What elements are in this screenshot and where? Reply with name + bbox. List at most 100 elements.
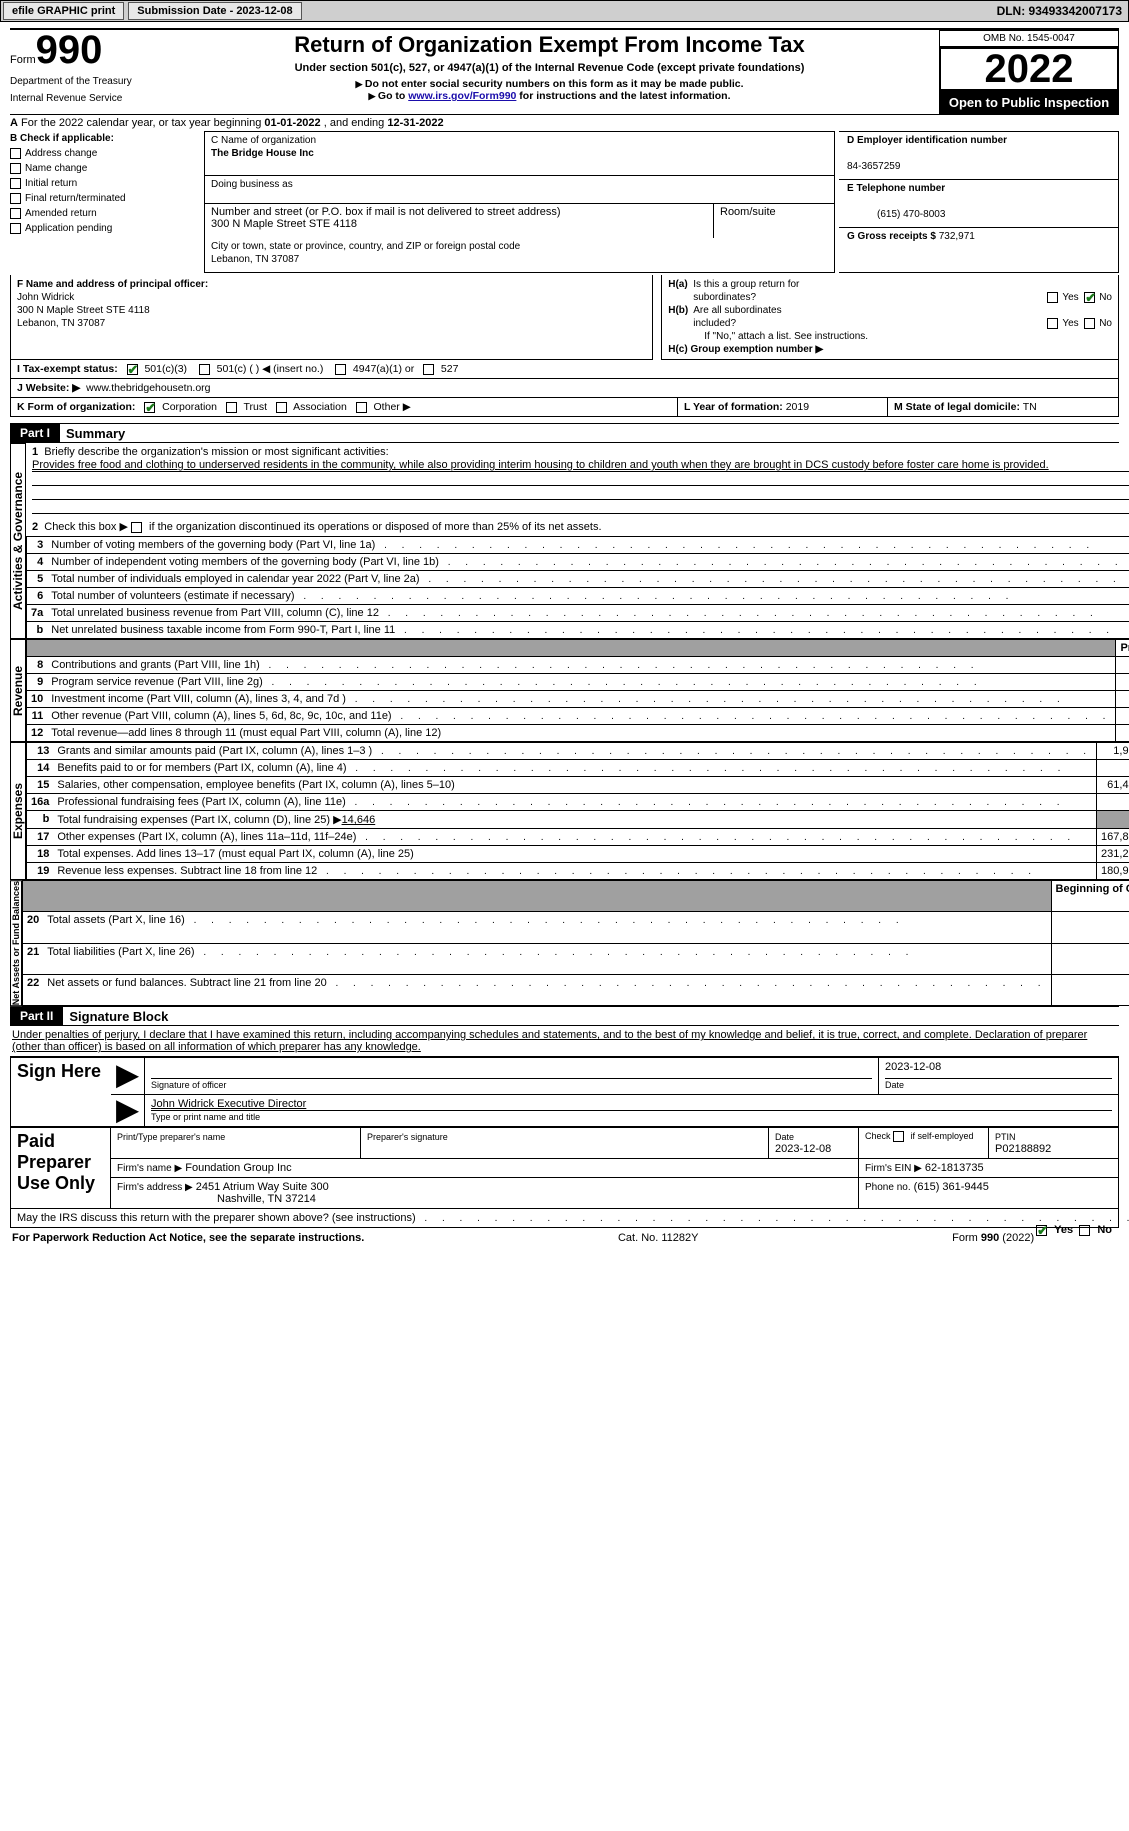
part1-header: Part I	[10, 424, 60, 442]
line1-num: 1	[32, 446, 38, 458]
line9-text: Program service revenue (Part VIII, line…	[47, 674, 1116, 691]
hdr-beginning: Beginning of Current Year	[1051, 881, 1129, 912]
cb-501c[interactable]	[199, 364, 210, 375]
firm-addr: 2451 Atrium Way Suite 300	[196, 1181, 329, 1193]
line16a-text: Professional fundraising fees (Part IX, …	[53, 794, 1096, 811]
section-f: F Name and address of principal officer:…	[10, 275, 653, 360]
subtitle-3: Go to www.irs.gov/Form990 for instructio…	[160, 90, 939, 102]
line18-text: Total expenses. Add lines 13–17 (must eq…	[53, 846, 1096, 863]
line8-prior: 412,120	[1116, 657, 1129, 674]
hb-no[interactable]	[1084, 318, 1095, 329]
submission-date-button[interactable]: Submission Date - 2023-12-08	[128, 2, 301, 20]
sig-date: 2023-12-08	[885, 1061, 1112, 1079]
ein-label: D Employer identification number	[847, 135, 1007, 146]
hc-label: H(c) Group exemption number ▶	[668, 344, 823, 355]
cb-other[interactable]	[356, 402, 367, 413]
hdr-prior-year: Prior Year	[1116, 640, 1129, 657]
part1-title: Summary	[60, 426, 125, 441]
officer-addr1: 300 N Maple Street STE 4118	[17, 305, 150, 316]
irs-link[interactable]: www.irs.gov/Form990	[408, 90, 516, 102]
cb-527[interactable]	[423, 364, 434, 375]
room-suite-label: Room/suite	[714, 204, 834, 238]
cb-corp[interactable]	[144, 402, 155, 413]
line3-text: Number of voting members of the governin…	[47, 537, 1129, 554]
form-word: Form	[10, 54, 36, 66]
line17-text: Other expenses (Part IX, column (A), lin…	[53, 829, 1096, 846]
form-number: 990	[36, 28, 103, 72]
omb-number: OMB No. 1545-0047	[939, 30, 1119, 47]
ha-yes[interactable]	[1047, 292, 1058, 303]
open-to-public: Open to Public Inspection	[939, 91, 1119, 114]
efile-button[interactable]: efile GRAPHIC print	[3, 2, 124, 20]
cb-501c3[interactable]	[127, 364, 138, 375]
line2: 2 Check this box ▶ if the organization d…	[26, 517, 1129, 536]
cb-final-return[interactable]: Final return/terminated	[10, 191, 200, 206]
prep-name-label: Print/Type preparer's name	[117, 1132, 225, 1142]
dba-label: Doing business as	[205, 176, 834, 204]
city-label: City or town, state or province, country…	[211, 241, 520, 252]
line7b-text: Net unrelated business taxable income fr…	[47, 622, 1129, 639]
line10-prior: 52	[1116, 691, 1129, 708]
ptin-label: PTIN	[995, 1132, 1016, 1142]
line16b-text: Total fundraising expenses (Part IX, col…	[53, 811, 1096, 829]
city-state-zip: Lebanon, TN 37087	[211, 254, 299, 265]
firm-phone-label: Phone no.	[865, 1182, 911, 1193]
gross-receipts-label: G Gross receipts $	[847, 231, 936, 242]
perjury-declaration: Under penalties of perjury, I declare th…	[10, 1026, 1119, 1057]
line6-text: Total number of volunteers (estimate if …	[47, 588, 1129, 605]
line4-text: Number of independent voting members of …	[47, 554, 1129, 571]
mission-label: Briefly describe the organization's miss…	[44, 446, 388, 458]
type-name-label: Type or print name and title	[151, 1112, 260, 1122]
part2-title: Signature Block	[63, 1009, 168, 1024]
addr-label: Number and street (or P.O. box if mail i…	[211, 206, 561, 218]
line-a: A For the 2022 calendar year, or tax yea…	[10, 115, 1119, 131]
cb-discuss-no[interactable]	[1079, 1225, 1090, 1236]
firm-name-label: Firm's name ▶	[117, 1163, 182, 1174]
cb-trust[interactable]	[226, 402, 237, 413]
line12-prior: 412,177	[1116, 725, 1129, 742]
line21-prior: 1,704	[1051, 943, 1129, 974]
cb-address-change[interactable]: Address change	[10, 146, 200, 161]
form-footer: Form 990 (2022)	[952, 1232, 1034, 1244]
line13-prior: 1,972	[1097, 743, 1129, 760]
cb-4947[interactable]	[335, 364, 346, 375]
cb-amended-return[interactable]: Amended return	[10, 206, 200, 221]
mission-text: Provides free food and clothing to under…	[32, 458, 1129, 472]
section-b-checkboxes: B Check if applicable: Address change Na…	[10, 131, 200, 273]
line13-text: Grants and similar amounts paid (Part IX…	[53, 743, 1096, 760]
officer-print-name: John Widrick Executive Director	[151, 1098, 1112, 1111]
firm-addr2: Nashville, TN 37214	[117, 1193, 316, 1205]
officer-addr2: Lebanon, TN 37087	[17, 318, 105, 329]
line17-prior: 167,822	[1097, 829, 1129, 846]
cb-application-pending[interactable]: Application pending	[10, 221, 200, 236]
cb-name-change[interactable]: Name change	[10, 161, 200, 176]
line8-text: Contributions and grants (Part VIII, lin…	[47, 657, 1116, 674]
vtab-net-assets: Net Assets or Fund Balances	[10, 880, 22, 1006]
line-m: M State of legal domicile: TN	[888, 398, 1118, 416]
cb-assoc[interactable]	[276, 402, 287, 413]
paid-preparer-label: Paid Preparer Use Only	[11, 1128, 111, 1209]
ha-no[interactable]	[1084, 292, 1095, 303]
cat-no: Cat. No. 11282Y	[618, 1232, 699, 1244]
discuss-row: May the IRS discuss this return with the…	[10, 1209, 1119, 1228]
hb-yes[interactable]	[1047, 318, 1058, 329]
gross-receipts-value: 732,971	[939, 231, 975, 242]
firm-addr-label: Firm's address ▶	[117, 1182, 193, 1193]
cb-discontinued[interactable]	[131, 522, 142, 533]
line5-text: Total number of individuals employed in …	[47, 571, 1129, 588]
prep-sig-label: Preparer's signature	[367, 1132, 448, 1142]
cb-initial-return[interactable]: Initial return	[10, 176, 200, 191]
toolbar: efile GRAPHIC print Submission Date - 20…	[0, 0, 1129, 22]
cb-self-employed[interactable]	[893, 1131, 904, 1142]
cb-discuss-yes[interactable]	[1036, 1225, 1047, 1236]
main-title: Return of Organization Exempt From Incom…	[160, 32, 939, 58]
line22-text: Net assets or fund balances. Subtract li…	[43, 974, 1051, 1005]
line15-prior: 61,416	[1097, 777, 1129, 794]
line-l: L Year of formation: 2019	[678, 398, 888, 416]
dept-irs: Internal Revenue Service	[10, 93, 154, 104]
part2-header: Part II	[10, 1007, 63, 1025]
paperwork-notice: For Paperwork Reduction Act Notice, see …	[12, 1232, 364, 1244]
dln-label: DLN: 93493342007173	[991, 4, 1128, 18]
line19-text: Revenue less expenses. Subtract line 18 …	[53, 863, 1096, 880]
line19-prior: 180,967	[1097, 863, 1129, 880]
